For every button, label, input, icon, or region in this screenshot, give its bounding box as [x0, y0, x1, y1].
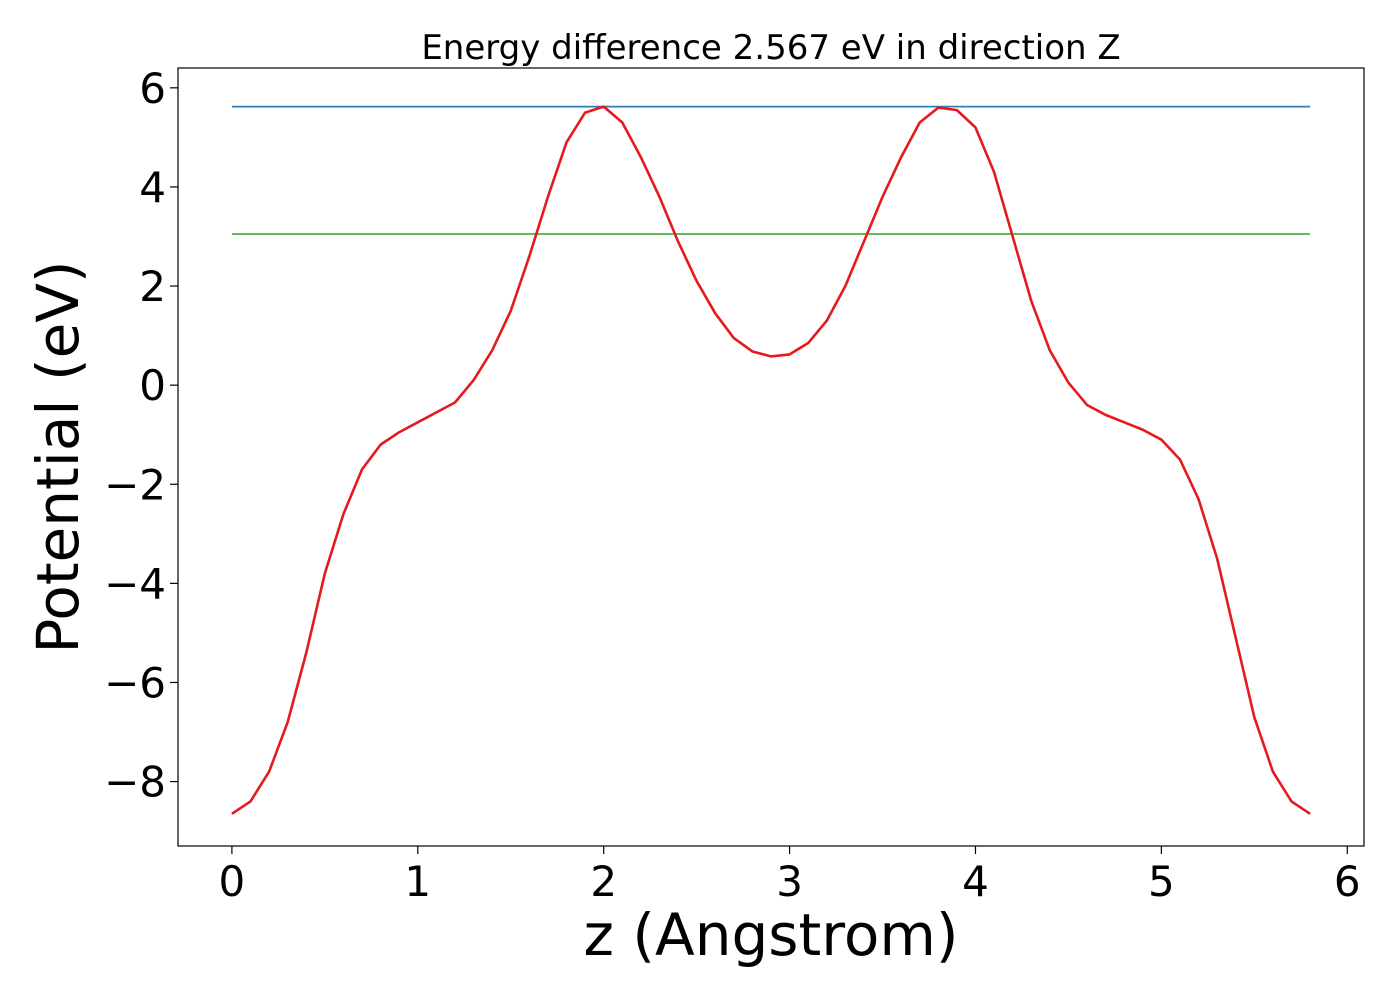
series-layer [231, 105, 1311, 815]
y-tick-label: −2 [104, 460, 166, 509]
x-tick-label: 5 [1148, 857, 1175, 906]
series-line-potential [231, 105, 1311, 815]
x-tick-label: 6 [1334, 857, 1361, 906]
y-tick-label: −4 [104, 559, 166, 608]
x-tick-label: 3 [776, 857, 803, 906]
y-tick-label: −8 [104, 758, 166, 807]
y-tick-label: 2 [139, 262, 166, 311]
y-tick-label: 4 [139, 163, 166, 212]
y-tick-label: 6 [139, 64, 166, 113]
x-tick-label: 2 [590, 857, 617, 906]
x-tick-label: 0 [219, 857, 246, 906]
x-tick-label: 4 [962, 857, 989, 906]
x-axis-label: z (Angstrom) [584, 901, 959, 969]
y-tick-label: 0 [139, 361, 166, 410]
y-axis-label: Potential (eV) [24, 260, 92, 653]
plot-frame [177, 67, 1365, 847]
tick-layer: 0 1 2 3 4 5 6 −8 −6 −4 −2 0 2 4 6 [104, 64, 1361, 906]
chart-title: Energy difference 2.567 eV in direction … [421, 28, 1120, 68]
y-tick-label: −6 [104, 658, 166, 707]
x-tick-label: 1 [404, 857, 431, 906]
